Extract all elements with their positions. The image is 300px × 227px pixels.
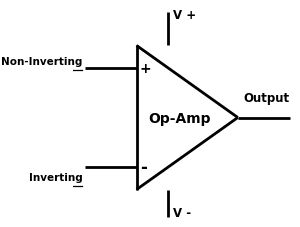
Text: Non-Inverting: Non-Inverting xyxy=(1,57,83,67)
Text: +: + xyxy=(140,62,152,76)
Text: Output: Output xyxy=(244,91,290,104)
Text: Inverting: Inverting xyxy=(29,173,82,182)
Text: Op-Amp: Op-Amp xyxy=(148,111,211,125)
Text: V -: V - xyxy=(172,206,191,219)
Text: -: - xyxy=(140,158,147,176)
Text: V +: V + xyxy=(172,9,196,22)
